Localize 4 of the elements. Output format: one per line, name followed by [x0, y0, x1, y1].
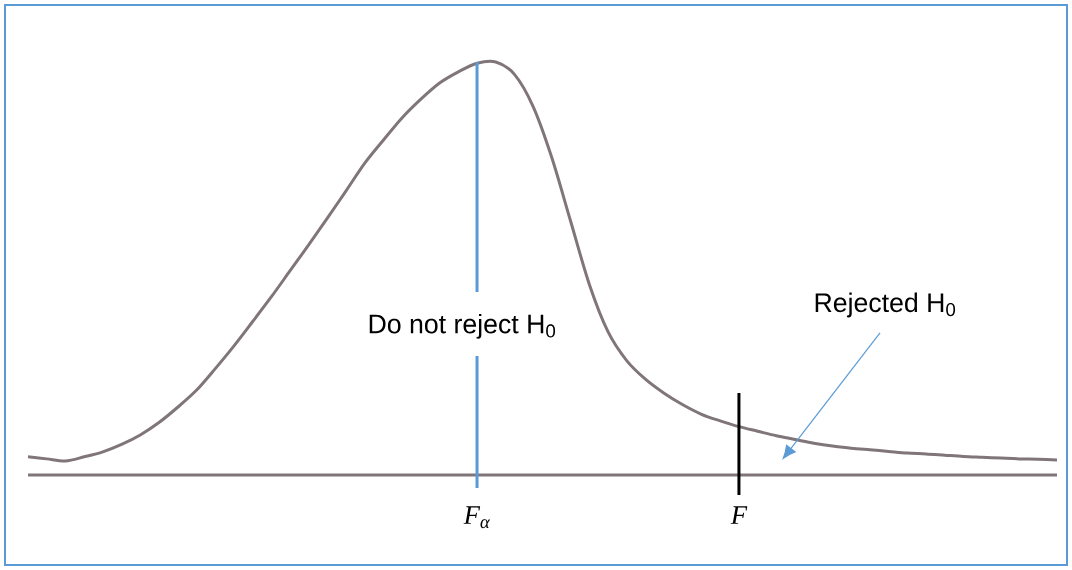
x-tick-label: F$_{α}$ — [463, 506, 491, 529]
ref-line-label: Do not reject H$_{0}$ — [369, 313, 556, 339]
x-tick-label: F — [730, 506, 748, 524]
annotation: Rejected H$_{0}$ — [815, 292, 956, 318]
